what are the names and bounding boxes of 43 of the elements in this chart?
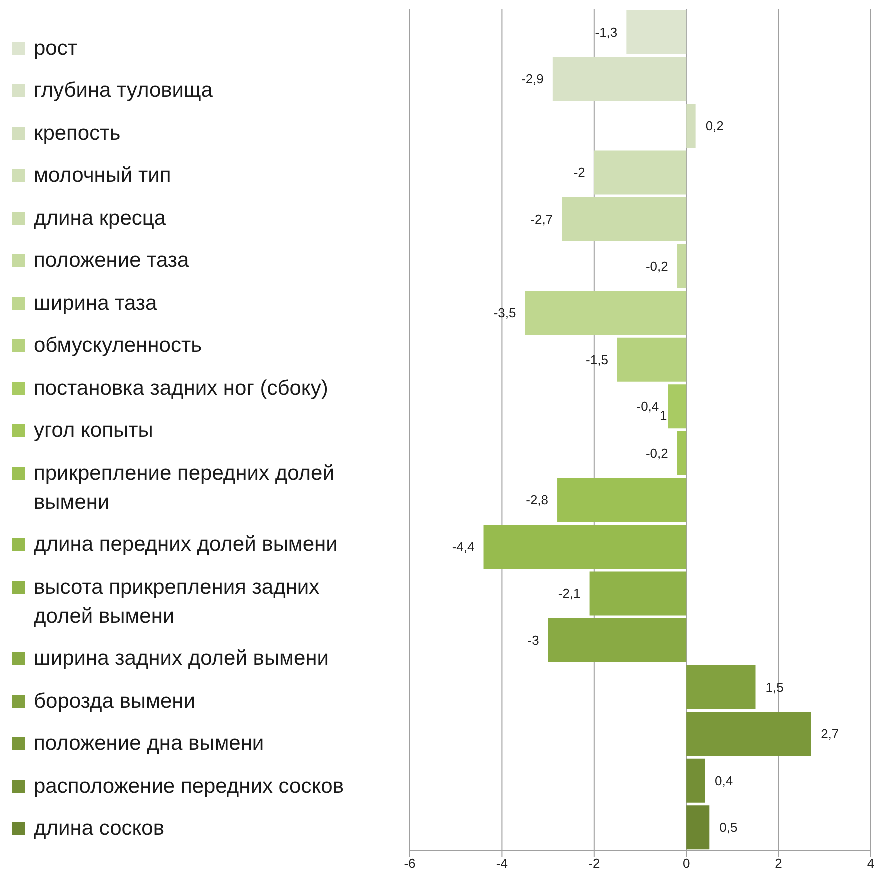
legend-label: крепость [34,120,122,147]
data-label: -2,9 [522,72,544,87]
data-label: -3 [528,633,540,648]
data-label: 0,2 [706,118,724,134]
legend-label: ширина таза [34,290,158,317]
legend-label: глубина туловища [34,78,214,104]
data-label: -2 [574,165,586,180]
x-tick-label: 4 [867,856,875,872]
data-label: -1,5 [586,352,608,368]
x-tick-label: 2 [775,856,782,872]
legend-label: расположение передних сосков [34,774,345,800]
data-label: 2,7 [821,726,840,742]
x-tick-label: -6 [404,856,416,872]
legend-label: рост [34,36,78,62]
data-label: -3,5 [494,306,516,321]
data-label: -1,3 [595,24,618,40]
legend-label: длина кресца [34,206,168,232]
legend-label: обмускуленность [34,333,204,360]
legend-label: длина передних долей вымени [34,532,339,558]
legend-label: угол копыты [34,418,154,444]
x-tick-label: -2 [588,856,600,872]
data-label: -2,8 [526,492,549,508]
data-label: -0,2 [646,446,668,461]
x-tick-label: -4 [496,856,508,872]
data-label: -0,4 [636,399,660,414]
data-label: -2,7 [530,212,554,228]
data-label: 0,4 [715,773,734,788]
data-label: 1,5 [766,680,784,695]
legend-label: положение дна вымени [34,731,266,758]
legend-label: молочный тип [34,163,172,190]
data-label: 0,5 [720,820,738,836]
legend-label: борозда вымени [34,688,196,715]
legend-label: прикрепление передних долей вымени [34,460,336,516]
data-label: -4,4 [452,539,475,554]
legend-label: высота прикрепления задних долей вымени [34,574,321,630]
annotation: 1 [660,408,668,423]
data-label: -0,2 [646,258,668,274]
legend-label: постановка задних ног (сбоку) [34,376,330,402]
legend-label: ширина задних долей вымени [34,646,330,672]
legend-label: длина сосков [34,816,166,842]
data-label: -2,1 [558,586,581,602]
legend-label: положение таза [34,248,190,274]
x-tick-label: 0 [682,856,690,872]
